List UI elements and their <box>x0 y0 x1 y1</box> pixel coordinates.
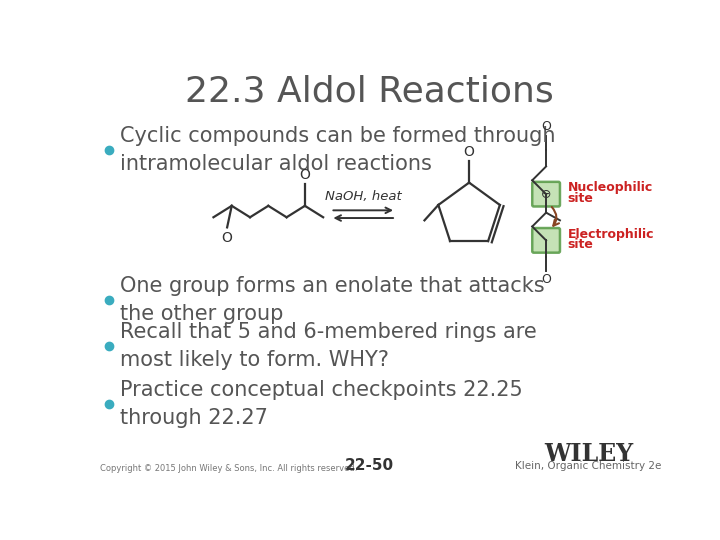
Text: NaOH, heat: NaOH, heat <box>325 191 402 204</box>
Text: Copyright © 2015 John Wiley & Sons, Inc. All rights reserved.: Copyright © 2015 John Wiley & Sons, Inc.… <box>99 464 357 473</box>
FancyBboxPatch shape <box>532 228 560 253</box>
Text: 22-50: 22-50 <box>344 458 394 473</box>
Text: site: site <box>567 239 593 252</box>
Text: Recall that 5 and 6-membered rings are
most likely to form. WHY?: Recall that 5 and 6-membered rings are m… <box>120 322 536 370</box>
Text: O: O <box>222 231 233 245</box>
Text: Cyclic compounds can be formed through
intramolecular aldol reactions: Cyclic compounds can be formed through i… <box>120 125 555 173</box>
Text: O: O <box>300 168 310 182</box>
Text: O: O <box>541 120 551 133</box>
Text: 22.3 Aldol Reactions: 22.3 Aldol Reactions <box>184 75 554 109</box>
Text: site: site <box>567 192 593 205</box>
Text: Practice conceptual checkpoints 22.25
through 22.27: Practice conceptual checkpoints 22.25 th… <box>120 380 522 428</box>
Text: O: O <box>464 145 474 159</box>
Text: Electrophilic: Electrophilic <box>567 228 654 241</box>
Text: One group forms an enolate that attacks
the other group: One group forms an enolate that attacks … <box>120 275 544 323</box>
Text: WILEY: WILEY <box>544 442 633 465</box>
Text: ⊖: ⊖ <box>541 188 552 201</box>
Text: O: O <box>541 273 551 286</box>
Text: Klein, Organic Chemistry 2e: Klein, Organic Chemistry 2e <box>516 461 662 471</box>
Text: Nucleophilic: Nucleophilic <box>567 181 653 194</box>
FancyBboxPatch shape <box>532 182 560 206</box>
